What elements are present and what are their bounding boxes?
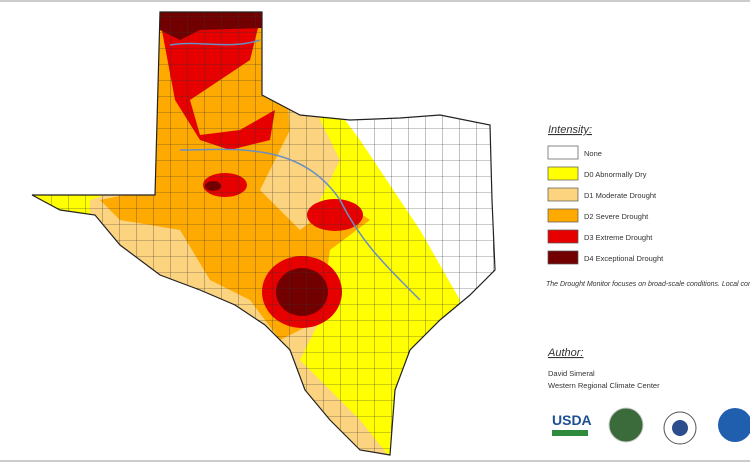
map-regions [32, 12, 495, 455]
legend-swatch [547, 145, 579, 160]
note: The Drought Monitor focuses on broad-sca… [546, 281, 750, 288]
legend: None D0 Abnormally Dry D1 Moderate Drought… [547, 145, 664, 265]
logo-noaa [718, 408, 750, 442]
legend-swatch [547, 166, 579, 181]
legend-swatch [547, 208, 579, 223]
logos: USDA [552, 407, 750, 445]
logo-doc-inner [672, 420, 688, 436]
logo-usda-bar [552, 430, 588, 436]
legend-label: D3 Extreme Drought [584, 233, 653, 242]
author-name: David Simeral [548, 369, 595, 378]
author-affiliation: Western Regional Climate Center [548, 381, 660, 390]
legend-label: D2 Severe Drought [584, 212, 649, 221]
legend-label: D1 Moderate Drought [584, 191, 657, 200]
legend-swatch [547, 250, 579, 265]
author-title: Author: [547, 347, 583, 359]
legend-label: None [584, 149, 602, 158]
logo-usda: USDA [552, 412, 592, 428]
legend-title: Intensity: [548, 124, 592, 136]
logo-ndmc [608, 407, 644, 443]
legend-swatch [547, 229, 579, 244]
legend-label: D4 Exceptional Drought [584, 254, 664, 263]
note-box: The Drought Monitor focuses on broad-sca… [546, 281, 750, 288]
legend-label: D0 Abnormally Dry [584, 170, 647, 179]
county-lines [32, 12, 495, 455]
legend-swatch [547, 187, 579, 202]
river [169, 39, 421, 301]
